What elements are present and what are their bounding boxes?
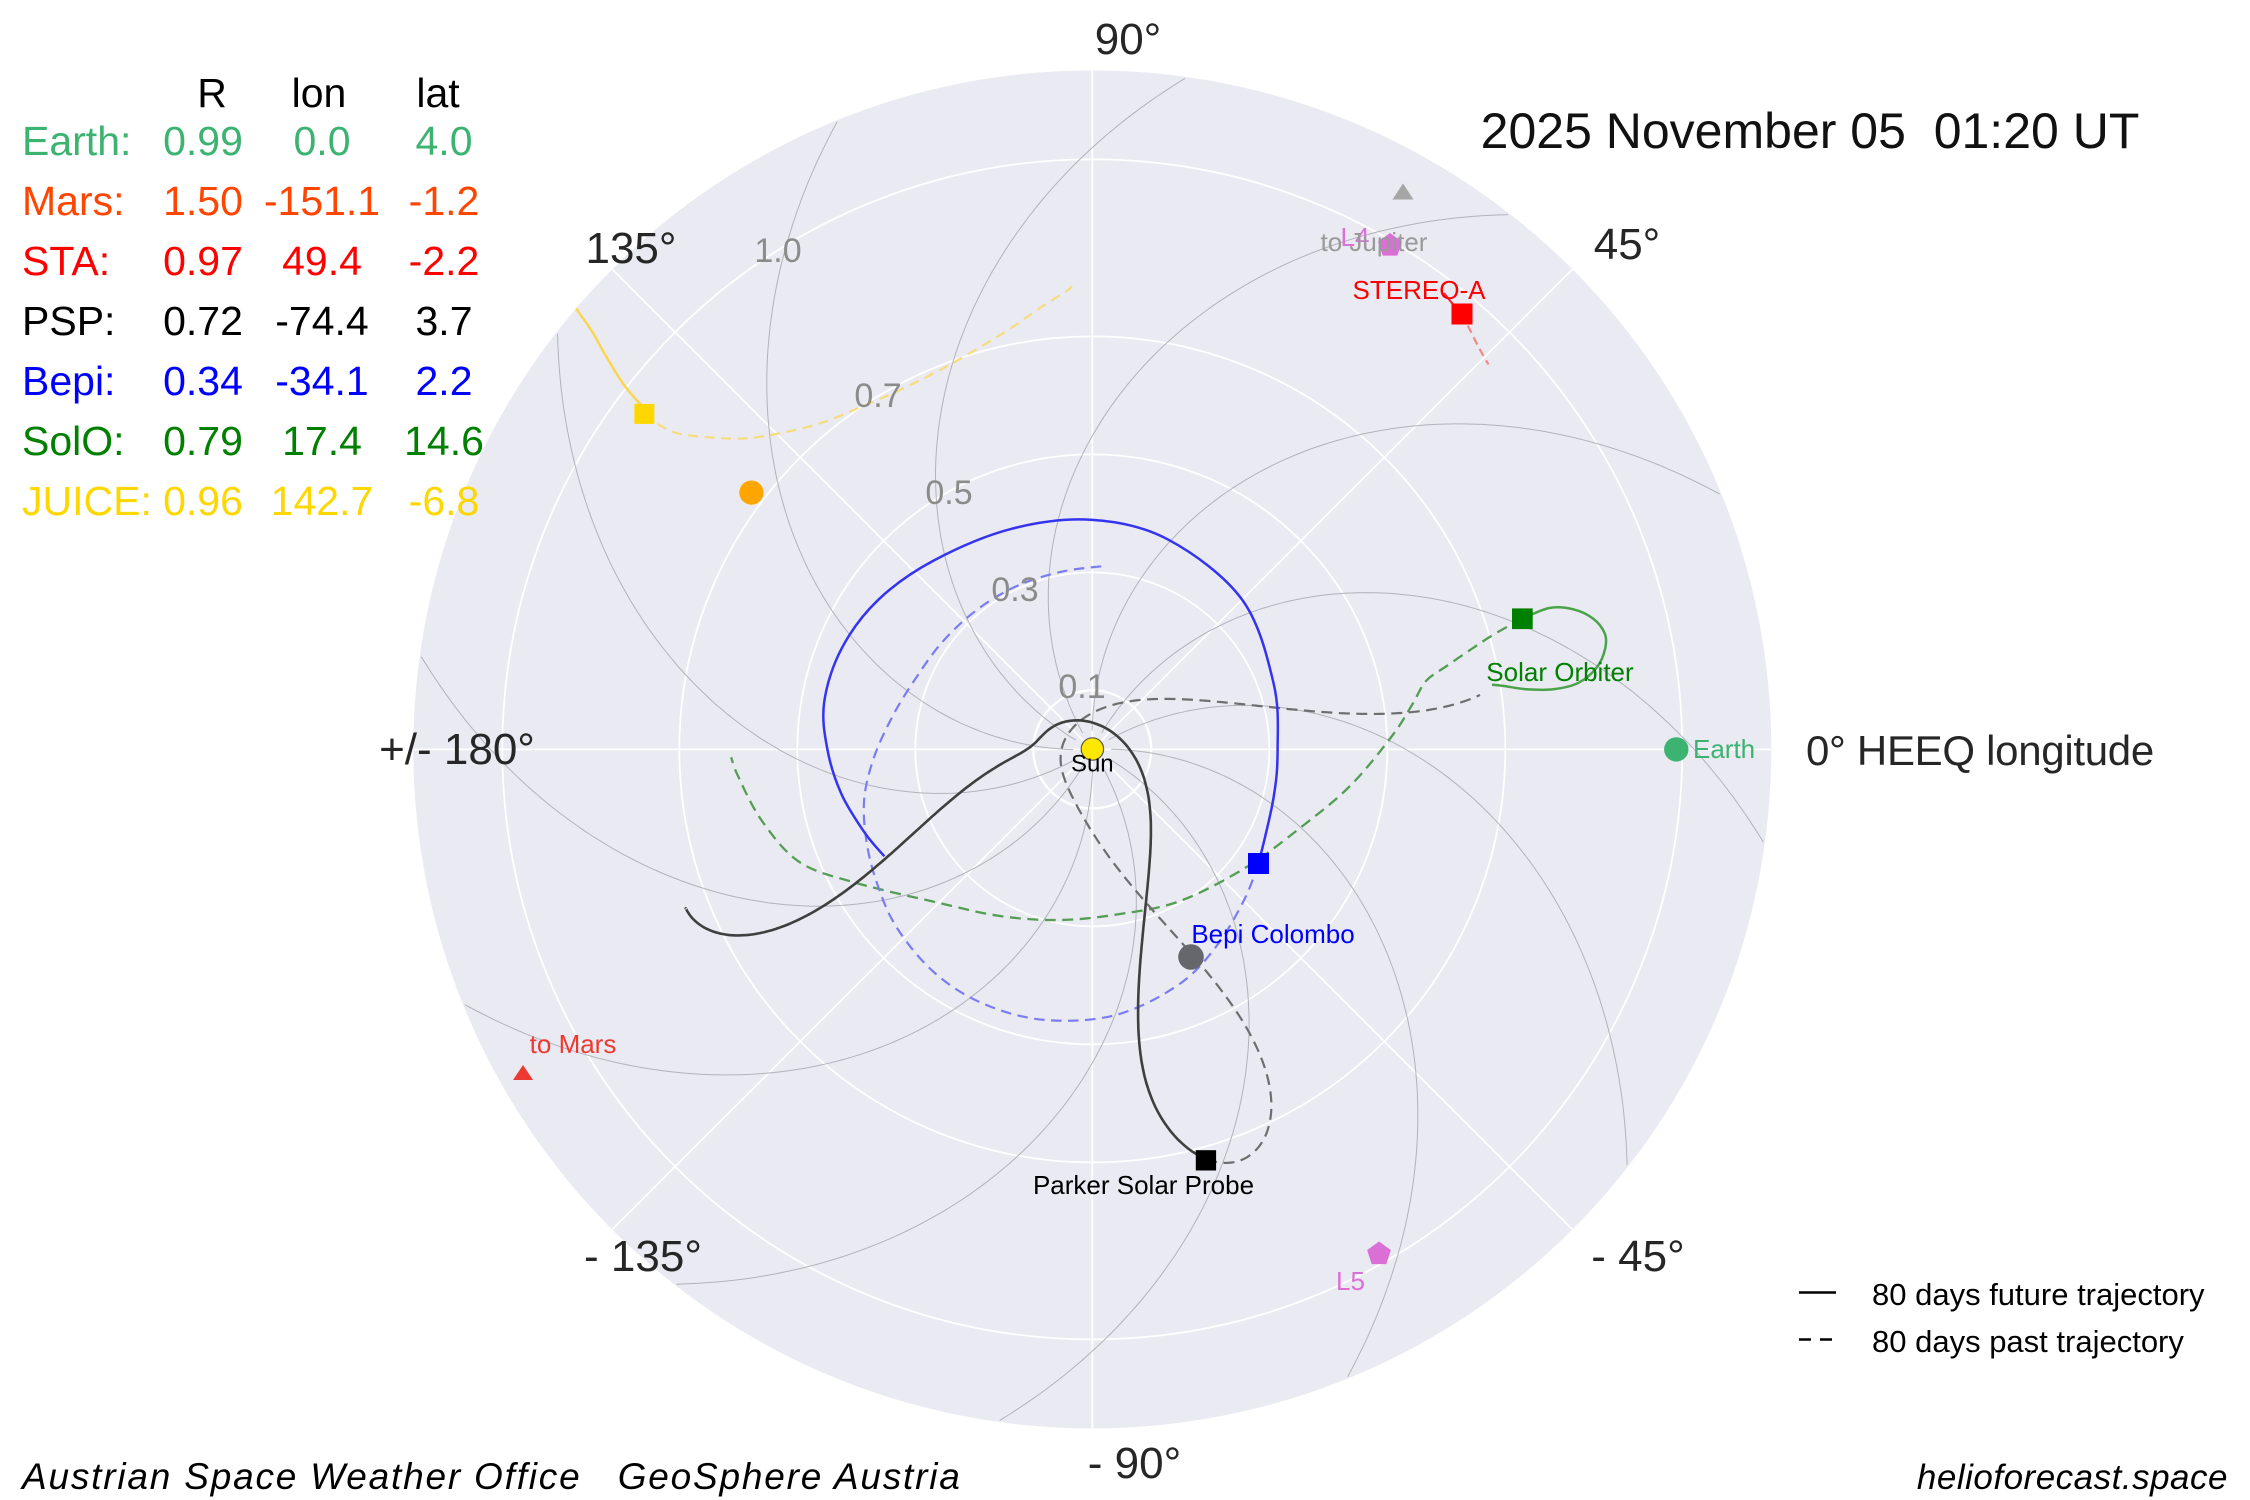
svg-text:80 days future trajectory: 80 days future trajectory: [1872, 1277, 2205, 1312]
svg-text:Earth: Earth: [1693, 734, 1755, 764]
svg-text:0.97: 0.97: [163, 238, 243, 284]
svg-text:80 days past trajectory: 80 days past trajectory: [1872, 1324, 2184, 1359]
svg-text:49.4: 49.4: [282, 238, 362, 284]
svg-text:1.0: 1.0: [754, 232, 801, 270]
svg-text:- 135°: - 135°: [584, 1232, 702, 1281]
svg-text:STA:: STA:: [22, 238, 110, 284]
svg-text:Sun: Sun: [1071, 750, 1114, 777]
svg-text:0.5: 0.5: [925, 474, 972, 512]
svg-text:4.0: 4.0: [416, 118, 473, 164]
svg-text:2.2: 2.2: [416, 358, 473, 404]
svg-text:+/- 180°: +/- 180°: [379, 725, 535, 774]
svg-text:45°: 45°: [1594, 220, 1661, 269]
svg-text:-6.8: -6.8: [409, 478, 480, 524]
svg-text:0.0: 0.0: [294, 118, 351, 164]
svg-text:- 90°: - 90°: [1088, 1439, 1181, 1488]
svg-text:L4: L4: [1341, 222, 1370, 252]
svg-text:135°: 135°: [585, 224, 676, 273]
svg-text:17.4: 17.4: [282, 418, 362, 464]
svg-text:0° HEEQ longitude: 0° HEEQ longitude: [1806, 727, 2154, 774]
svg-text:-74.4: -74.4: [275, 298, 368, 344]
svg-text:0.99: 0.99: [163, 118, 243, 164]
svg-text:-151.1: -151.1: [264, 178, 380, 224]
svg-text:Earth:: Earth:: [22, 118, 131, 164]
svg-text:90°: 90°: [1095, 15, 1162, 64]
svg-text:0.79: 0.79: [163, 418, 243, 464]
svg-text:0.7: 0.7: [854, 377, 901, 415]
svg-text:to Mars: to Mars: [530, 1029, 617, 1059]
svg-text:Parker Solar Probe: Parker Solar Probe: [1033, 1170, 1254, 1200]
svg-text:Solar Orbiter: Solar Orbiter: [1486, 657, 1634, 687]
svg-text:STEREO-A: STEREO-A: [1353, 275, 1487, 305]
svg-text:3.7: 3.7: [416, 298, 473, 344]
svg-text:Austrian Space Weather Office: Austrian Space Weather Office GeoSphere …: [20, 1456, 962, 1497]
svg-text:0.96: 0.96: [163, 478, 243, 524]
svg-text:0.3: 0.3: [991, 571, 1038, 609]
svg-text:SolO:: SolO:: [22, 418, 125, 464]
svg-text:Bepi Colombo: Bepi Colombo: [1191, 919, 1354, 949]
svg-text:Mars:: Mars:: [22, 178, 125, 224]
svg-text:-34.1: -34.1: [275, 358, 368, 404]
svg-text:0.1: 0.1: [1058, 668, 1105, 706]
svg-text:-2.2: -2.2: [409, 238, 480, 284]
svg-text:PSP:: PSP:: [22, 298, 115, 344]
svg-text:14.6: 14.6: [404, 418, 484, 464]
svg-text:R: R: [197, 70, 227, 116]
svg-text:- 45°: - 45°: [1591, 1232, 1684, 1281]
svg-text:0.72: 0.72: [163, 298, 243, 344]
svg-text:1.50: 1.50: [163, 178, 243, 224]
svg-text:-1.2: -1.2: [409, 178, 480, 224]
svg-text:Bepi:: Bepi:: [22, 358, 115, 404]
svg-text:0.34: 0.34: [163, 358, 243, 404]
svg-text:lon: lon: [292, 70, 347, 116]
svg-text:to Jupiter: to Jupiter: [1321, 227, 1428, 257]
svg-text:L5: L5: [1336, 1266, 1365, 1296]
svg-text:2025 November 05 01:20 UT: 2025 November 05 01:20 UT: [1481, 103, 2140, 159]
svg-text:lat: lat: [416, 70, 460, 116]
svg-text:helioforecast.space: helioforecast.space: [1917, 1458, 2228, 1497]
svg-text:JUICE:: JUICE:: [22, 478, 152, 524]
svg-text:142.7: 142.7: [271, 478, 374, 524]
